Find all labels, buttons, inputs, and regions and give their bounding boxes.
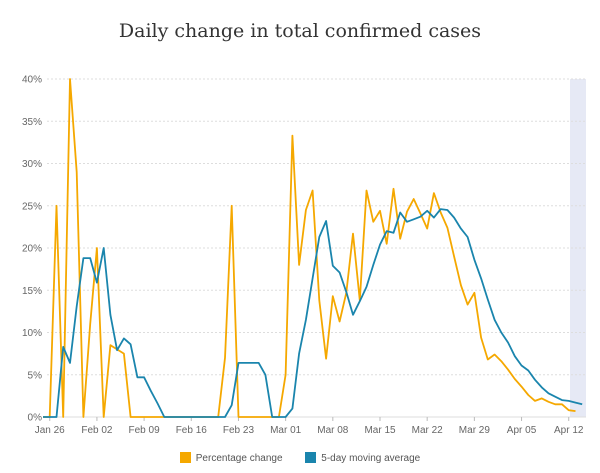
x-tick-label: Apr 12: [554, 425, 584, 436]
chart-title: Daily change in total confirmed cases: [118, 20, 482, 42]
legend-swatch-blue: [305, 452, 317, 463]
y-tick-label: 40%: [22, 75, 42, 86]
x-tick-label: Mar 22: [412, 425, 444, 436]
legend-label: 5-day moving average: [321, 453, 421, 464]
legend-item-moving-average[interactable]: 5-day moving average: [305, 452, 420, 464]
highlight-region: [570, 79, 586, 417]
legend-swatch-orange: [179, 452, 191, 463]
x-tick-label: Jan 26: [35, 425, 65, 436]
x-tick-label: Feb 02: [81, 425, 113, 436]
y-tick-label: 0%: [28, 413, 43, 424]
y-tick-label: 20%: [22, 244, 42, 255]
x-tick-label: Mar 29: [459, 425, 491, 436]
x-tick-label: Mar 15: [364, 425, 396, 436]
legend-label: Percentage change: [195, 453, 283, 464]
y-tick-label: 30%: [22, 159, 42, 170]
x-tick-label: Feb 16: [176, 425, 208, 436]
series-line-percentage-change: [43, 78, 576, 418]
x-tick-label: Feb 23: [223, 425, 255, 436]
series-line-moving-average: [43, 208, 583, 418]
chart-legend: Percentage change 5-day moving average: [0, 452, 600, 464]
x-tick-label: Feb 09: [129, 425, 161, 436]
y-tick-label: 5%: [28, 370, 43, 381]
y-tick-label: 10%: [22, 328, 42, 339]
y-tick-label: 15%: [22, 286, 42, 297]
y-tick-label: 25%: [22, 201, 42, 212]
x-tick-label: Apr 05: [507, 425, 537, 436]
x-tick-label: Mar 08: [317, 425, 349, 436]
legend-item-percentage-change[interactable]: Percentage change: [179, 452, 283, 464]
y-tick-label: 35%: [22, 117, 42, 128]
x-tick-label: Mar 01: [270, 425, 302, 436]
